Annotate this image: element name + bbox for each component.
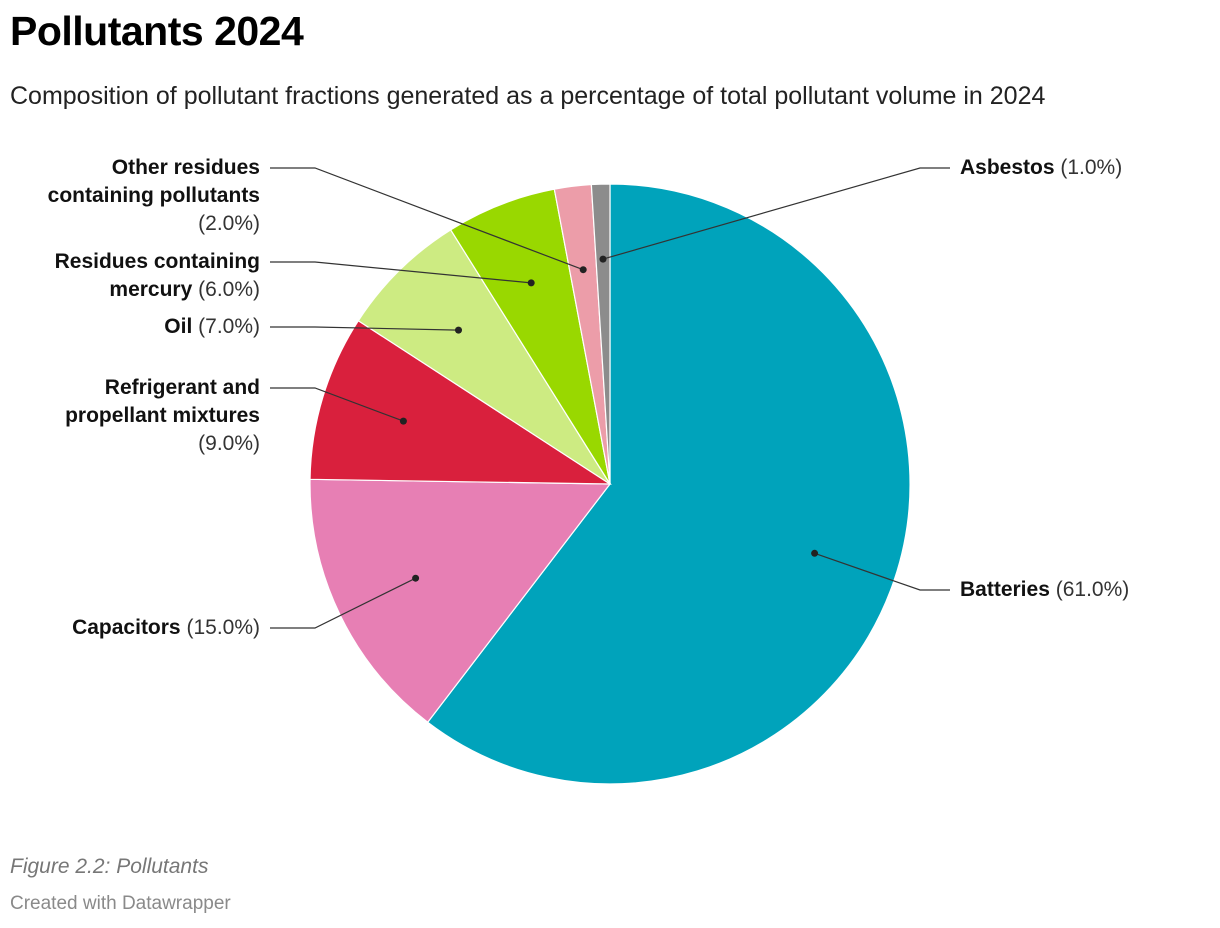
figure-caption: Figure 2.2: Pollutants <box>10 855 209 878</box>
label-oil: Oil (7.0%) <box>60 313 260 341</box>
pie-slice-batteries[interactable] <box>426 183 911 785</box>
pie-slice-refrigerant-and-propellant-mixtures[interactable] <box>309 319 613 485</box>
pie-slice-capacitors[interactable] <box>309 478 612 724</box>
label-other-residues-value: (2.0%) <box>198 212 260 235</box>
leader-line-oil <box>270 326 459 331</box>
leader-line-asbestos <box>602 167 950 260</box>
label-refrigerant-name: Refrigerant and propellant mixtures <box>65 376 260 427</box>
label-batteries: Batteries (61.0%) <box>960 576 1200 604</box>
label-asbestos-name: Asbestos <box>960 156 1055 179</box>
leader-dot-other-residues-containing-pollutants <box>579 266 587 274</box>
label-other-residues: Other residues containing pollutants (2.… <box>10 154 260 238</box>
pie-slices <box>309 183 911 785</box>
chart-title: Pollutants 2024 <box>10 8 304 54</box>
datawrapper-credit: Created with Datawrapper <box>10 893 231 914</box>
label-batteries-value: (61.0%) <box>1055 578 1130 601</box>
label-asbestos: Asbestos (1.0%) <box>960 154 1200 182</box>
leader-dot-asbestos <box>599 255 607 263</box>
label-asbestos-value: (1.0%) <box>1060 156 1123 179</box>
label-capacitors: Capacitors (15.0%) <box>10 614 260 642</box>
leader-lines <box>270 167 950 629</box>
label-mercury-value: (6.0%) <box>198 278 260 301</box>
leader-dot-residues-containing-mercury <box>527 279 535 287</box>
leader-dot-oil <box>455 326 462 334</box>
label-refrigerant-value: (9.0%) <box>198 432 260 455</box>
leader-dot-refrigerant-and-propellant-mixtures <box>399 417 407 425</box>
label-oil-name: Oil <box>164 315 193 338</box>
label-mercury: Residues containing mercury (6.0%) <box>30 248 260 304</box>
chart-subtitle: Composition of pollutant fractions gener… <box>10 82 1046 110</box>
leader-line-other-residues-containing-pollutants <box>270 167 584 271</box>
label-capacitors-value: (15.0%) <box>186 616 260 639</box>
leader-dot-batteries <box>811 549 819 557</box>
label-capacitors-name: Capacitors <box>72 616 181 639</box>
leader-line-capacitors <box>270 577 416 629</box>
leader-dot-capacitors <box>412 574 420 582</box>
label-oil-value: (7.0%) <box>198 315 260 338</box>
label-refrigerant: Refrigerant and propellant mixtures (9.0… <box>30 374 260 458</box>
label-batteries-name: Batteries <box>960 578 1050 601</box>
label-mercury-name: Residues containing mercury <box>54 250 260 301</box>
leader-line-refrigerant-and-propellant-mixtures <box>270 387 404 422</box>
label-other-residues-name: Other residues containing pollutants <box>47 156 260 207</box>
leader-line-batteries <box>814 552 950 591</box>
leader-line-residues-containing-mercury <box>270 261 532 284</box>
